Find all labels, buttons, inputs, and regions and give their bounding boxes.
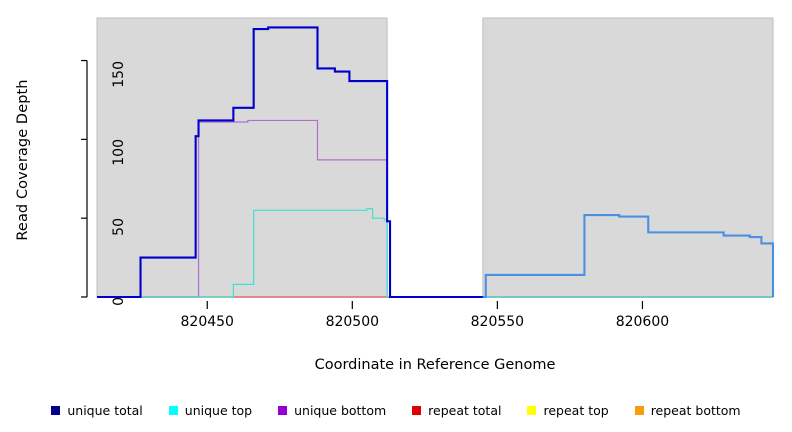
y-tick-label-2: 100: [111, 139, 127, 167]
series-line-unique-total-right: [482, 213, 775, 299]
legend-label: repeat top: [543, 402, 609, 418]
y-tick-label-1: 50: [111, 218, 127, 236]
x-tick-label-2: 820550: [470, 314, 525, 330]
x-tick-label-3: 820600: [615, 314, 670, 330]
legend-item-repeat-bottom[interactable]: repeat bottom: [634, 402, 741, 418]
y-tick-label-3: 150: [111, 60, 127, 88]
series-line-unique-total: [97, 26, 483, 299]
legend-swatch-icon: [634, 405, 644, 415]
legend-label: unique top: [184, 402, 253, 418]
x-axis-title: Coordinate in Reference Genome: [314, 357, 556, 373]
legend-swatch-icon: [51, 405, 61, 415]
legend-label: repeat bottom: [650, 402, 741, 418]
legend-label: unique total: [67, 402, 143, 418]
x-tick-label-1: 820500: [325, 314, 380, 330]
chart-legend: unique total unique top unique bottom repea…: [0, 398, 792, 422]
legend-swatch-icon: [278, 405, 288, 415]
legend-swatch-icon: [168, 405, 178, 415]
y-tick-label-0: 0: [111, 297, 127, 306]
legend-item-unique-top[interactable]: unique top: [168, 402, 253, 418]
legend-swatch-icon: [412, 405, 422, 415]
legend-item-repeat-top[interactable]: repeat top: [527, 402, 609, 418]
legend-label: repeat total: [428, 402, 502, 418]
legend-item-unique-total[interactable]: unique total: [51, 402, 143, 418]
x-tick-label-0: 820450: [180, 314, 234, 330]
legend-label: unique bottom: [294, 402, 387, 418]
legend-item-repeat-total[interactable]: repeat total: [412, 403, 501, 418]
plot-shaded-region-1: [482, 18, 773, 297]
legend-swatch-icon: [527, 405, 537, 415]
legend-item-unique-bottom[interactable]: unique bottom: [278, 403, 386, 418]
plot-shaded-region-0: [97, 18, 388, 297]
